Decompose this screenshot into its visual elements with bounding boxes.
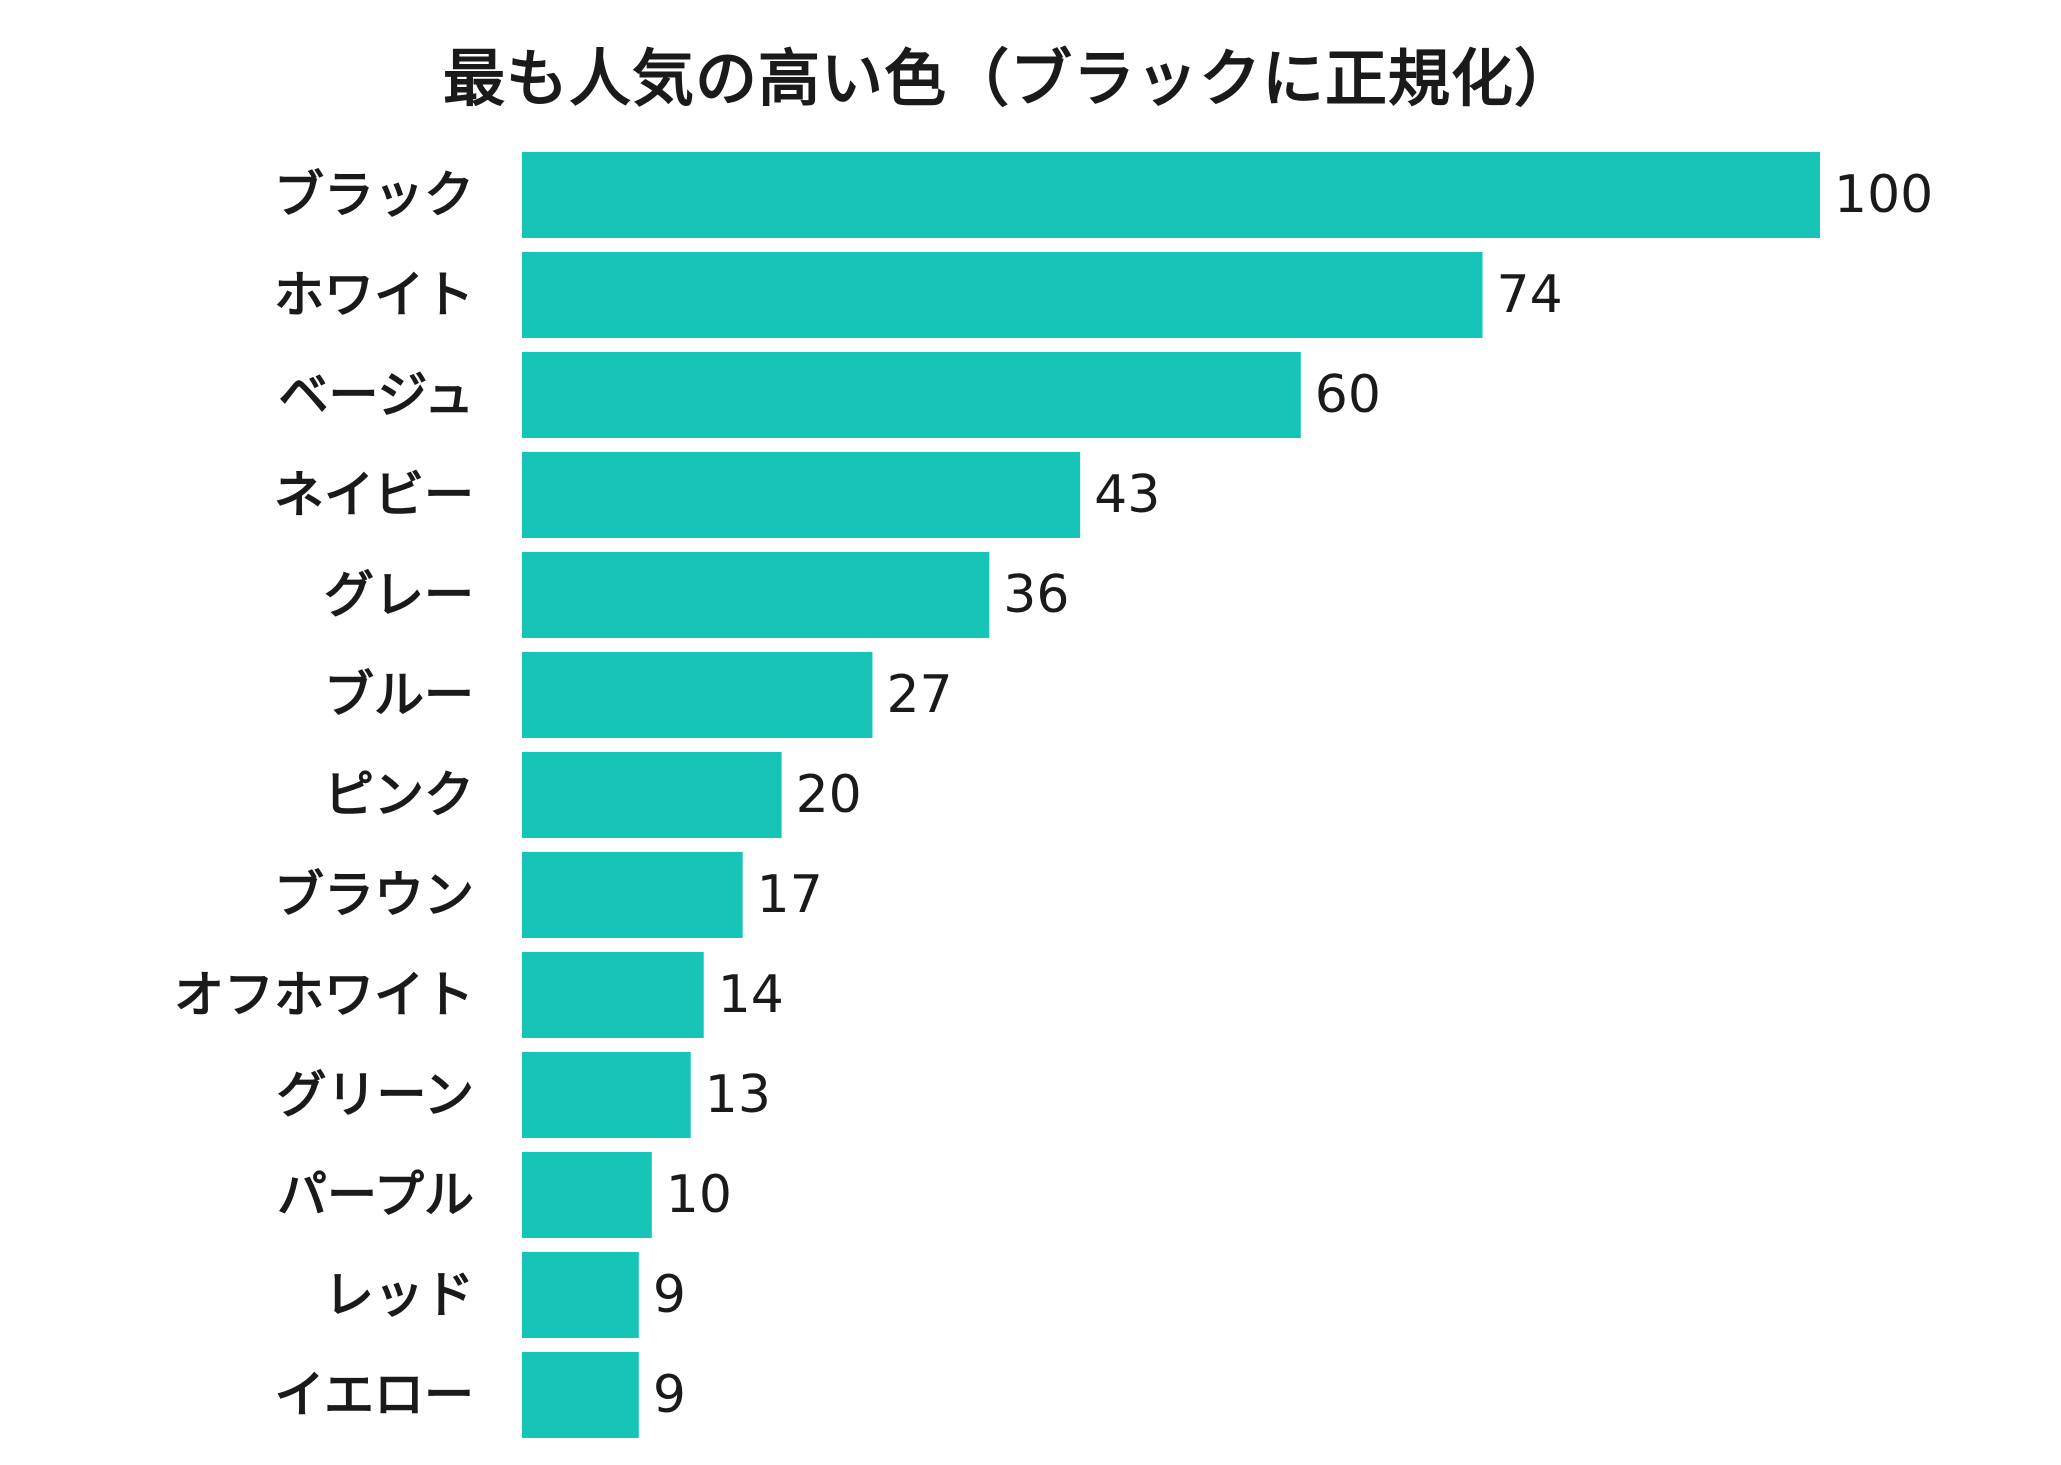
bar-3 — [522, 352, 1301, 438]
category-label: ピンク — [324, 766, 474, 824]
value-label: 9 — [653, 1265, 686, 1325]
bar-11 — [522, 1152, 652, 1238]
bar-2 — [522, 252, 1483, 338]
category-label: ブルー — [324, 666, 474, 724]
category-label: ホワイト — [274, 266, 474, 324]
category-label: パープル — [277, 1166, 474, 1224]
value-label: 60 — [1315, 365, 1381, 425]
category-label: グリーン — [277, 1066, 475, 1124]
bar-5 — [522, 552, 990, 638]
bar-10 — [522, 1052, 691, 1138]
bar-7 — [522, 752, 782, 838]
value-label: 17 — [757, 865, 823, 925]
value-label: 36 — [1003, 565, 1069, 625]
bar-9 — [522, 952, 704, 1038]
value-label: 27 — [886, 665, 952, 725]
category-label: イエロー — [275, 1366, 475, 1424]
value-label: 100 — [1834, 165, 1933, 225]
chart-title: 最も人気の高い色（ブラックに正規化） — [442, 42, 1577, 115]
value-label: 9 — [653, 1365, 686, 1425]
value-label: 10 — [666, 1165, 732, 1225]
category-label: グレー — [324, 566, 474, 624]
bar-6 — [522, 652, 873, 738]
category-label: ブラウン — [274, 866, 474, 924]
value-label: 14 — [718, 965, 784, 1025]
bar-4 — [522, 452, 1081, 538]
value-label: 74 — [1497, 265, 1563, 325]
category-label: ネイビー — [274, 466, 474, 524]
category-label: レッド — [324, 1266, 474, 1324]
category-label: ベージュ — [279, 366, 475, 424]
bar-12 — [522, 1252, 639, 1338]
bar-8 — [522, 852, 743, 938]
bar-13 — [522, 1352, 639, 1438]
category-label: オフホワイト — [174, 966, 474, 1024]
value-label: 43 — [1094, 465, 1160, 525]
category-label: ブラック — [274, 166, 474, 224]
value-label: 20 — [796, 765, 862, 825]
bar-1 — [522, 152, 1820, 238]
value-label: 13 — [705, 1065, 771, 1125]
